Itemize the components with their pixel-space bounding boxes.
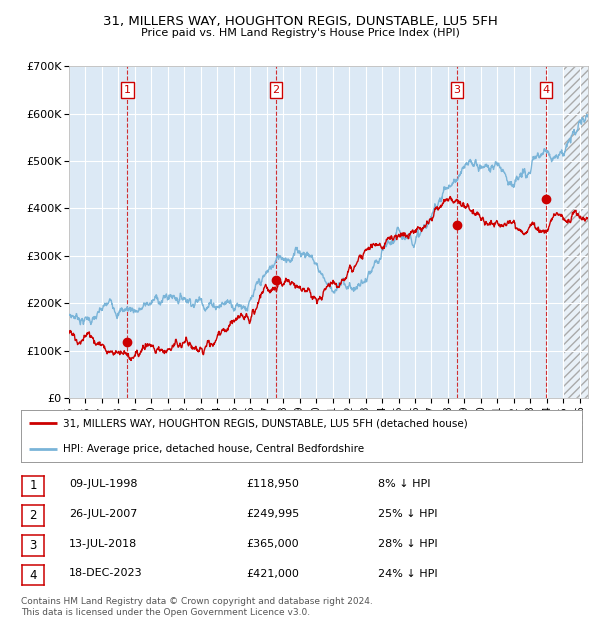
Bar — [563, 66, 588, 398]
Text: Contains HM Land Registry data © Crown copyright and database right 2024.: Contains HM Land Registry data © Crown c… — [21, 597, 373, 606]
Text: 31, MILLERS WAY, HOUGHTON REGIS, DUNSTABLE, LU5 5FH (detached house): 31, MILLERS WAY, HOUGHTON REGIS, DUNSTAB… — [63, 418, 468, 428]
Text: This data is licensed under the Open Government Licence v3.0.: This data is licensed under the Open Gov… — [21, 608, 310, 617]
Text: 3: 3 — [454, 85, 460, 95]
Text: Price paid vs. HM Land Registry's House Price Index (HPI): Price paid vs. HM Land Registry's House … — [140, 28, 460, 38]
Text: HPI: Average price, detached house, Central Bedfordshire: HPI: Average price, detached house, Cent… — [63, 444, 364, 454]
Text: 1: 1 — [124, 85, 131, 95]
Text: 1: 1 — [29, 479, 37, 492]
Text: £118,950: £118,950 — [246, 479, 299, 489]
Text: £249,995: £249,995 — [246, 509, 299, 519]
Text: 8% ↓ HPI: 8% ↓ HPI — [378, 479, 431, 489]
Text: 2: 2 — [272, 85, 280, 95]
Text: 13-JUL-2018: 13-JUL-2018 — [69, 539, 137, 549]
Text: 3: 3 — [29, 539, 37, 552]
Text: 4: 4 — [29, 569, 37, 582]
Bar — [563, 66, 588, 398]
Text: 18-DEC-2023: 18-DEC-2023 — [69, 569, 143, 578]
Text: 24% ↓ HPI: 24% ↓ HPI — [378, 569, 437, 578]
Text: £365,000: £365,000 — [246, 539, 299, 549]
Text: 2: 2 — [29, 509, 37, 522]
Text: 31, MILLERS WAY, HOUGHTON REGIS, DUNSTABLE, LU5 5FH: 31, MILLERS WAY, HOUGHTON REGIS, DUNSTAB… — [103, 16, 497, 29]
Text: 25% ↓ HPI: 25% ↓ HPI — [378, 509, 437, 519]
Text: 28% ↓ HPI: 28% ↓ HPI — [378, 539, 437, 549]
Text: £421,000: £421,000 — [246, 569, 299, 578]
Text: 26-JUL-2007: 26-JUL-2007 — [69, 509, 137, 519]
Text: 4: 4 — [542, 85, 550, 95]
Text: 09-JUL-1998: 09-JUL-1998 — [69, 479, 137, 489]
